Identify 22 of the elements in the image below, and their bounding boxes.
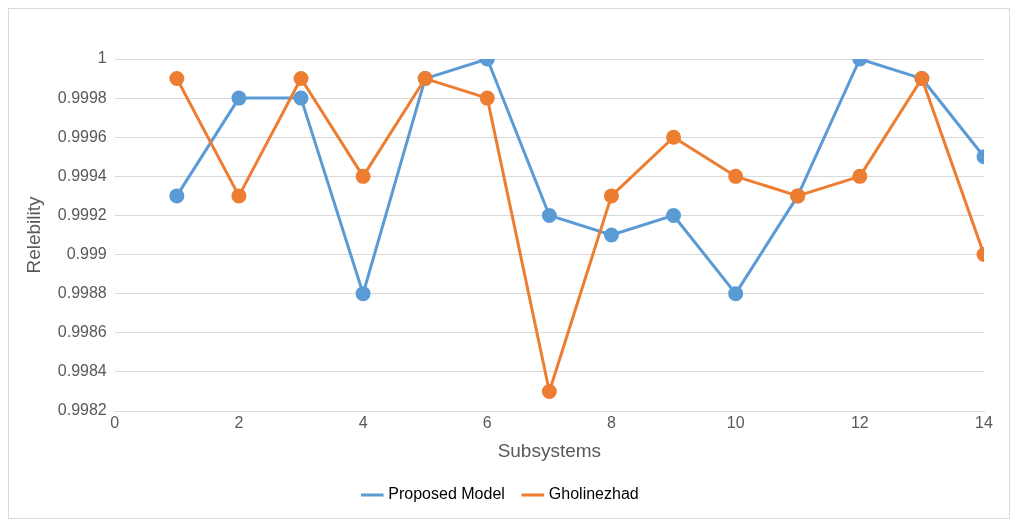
y-tick-label: 0.9998 xyxy=(57,88,107,106)
y-tick-label: 0.9988 xyxy=(57,284,107,302)
x-tick-label: 6 xyxy=(482,414,492,432)
legend-label: Gholinezhad xyxy=(548,485,639,503)
y-tick-label: 0.9996 xyxy=(57,127,107,145)
y-tick-label: 1 xyxy=(97,49,107,67)
y-tick-label: 0.9984 xyxy=(57,362,107,380)
y-axis-title: Relebility xyxy=(22,195,44,274)
y-tick-label: 0.9994 xyxy=(57,166,107,184)
y-tick-label: 0.999 xyxy=(66,244,107,262)
x-tick-label: 14 xyxy=(975,414,993,432)
legend-label: Proposed Model xyxy=(388,485,505,503)
x-tick-label: 12 xyxy=(850,414,869,432)
y-tick-label: 0.9992 xyxy=(57,205,107,223)
x-tick-label: 2 xyxy=(234,414,244,432)
x-tick-label: 0 xyxy=(110,414,120,432)
x-axis-title: Subsystems xyxy=(497,439,602,461)
y-tick-label: 0.9982 xyxy=(57,401,107,419)
y-tick-label: 0.9986 xyxy=(57,323,107,341)
x-tick-label: 8 xyxy=(607,414,617,432)
x-tick-label: 4 xyxy=(358,414,368,432)
x-tick-label: 10 xyxy=(726,414,745,432)
